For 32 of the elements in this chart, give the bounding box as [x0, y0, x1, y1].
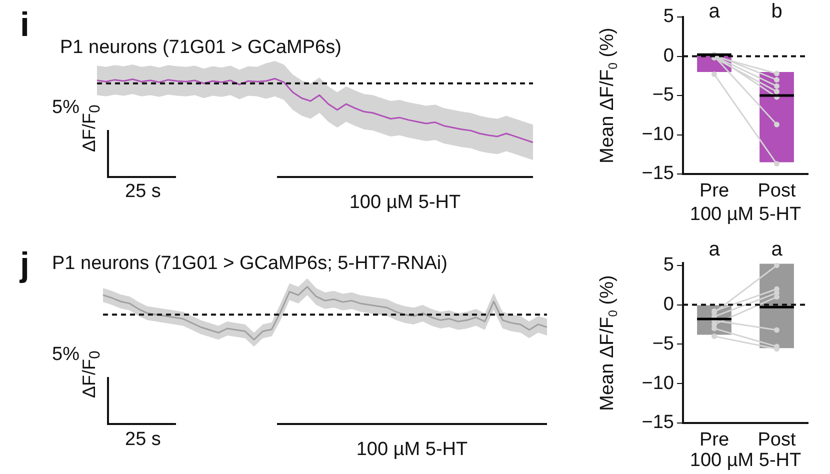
text: 25 s — [125, 429, 161, 450]
x-tick-label: Post — [758, 430, 796, 451]
text: 25 s — [125, 181, 161, 202]
y-axis-title: Mean ΔF/F0 (%) — [597, 28, 620, 164]
y-tick-label: −10 — [642, 372, 674, 394]
y-tick-label: −10 — [642, 124, 674, 145]
chart-title: P1 neurons (71G01 > GCaMP6s) — [60, 37, 342, 58]
y-tick-label: 5 — [663, 254, 674, 276]
y-tick-label: −15 — [642, 412, 674, 434]
x-axis-title: 100 µM 5-HT — [690, 450, 802, 472]
y-tick-label: −5 — [652, 84, 674, 106]
text: 100 µM 5-HT — [349, 192, 461, 213]
text: a — [708, 238, 721, 261]
text: j — [20, 246, 30, 284]
text: a — [771, 238, 784, 261]
text: 100 µM 5-HT — [356, 439, 468, 460]
y-axis-title: Mean ΔF/F0 (%) — [597, 275, 620, 411]
annotation: b — [771, 0, 782, 23]
annotation: a — [708, 0, 721, 23]
x-axis-title: 100 µM 5-HT — [690, 204, 802, 226]
chart-title: P1 neurons (71G01 > GCaMP6s; 5-HT7-RNAi) — [52, 253, 448, 274]
x-tick-label: Pre — [699, 430, 730, 451]
x-tick-label: Pre — [699, 180, 730, 202]
y-tick-label: 5 — [663, 6, 674, 28]
y-tick-label: 0 — [663, 294, 674, 316]
text: 5% — [52, 97, 80, 118]
x-tick-label: Post — [758, 180, 796, 202]
text: 5% — [52, 344, 80, 365]
y-tick-label: 0 — [663, 45, 674, 66]
y-tick-label: −15 — [642, 163, 674, 184]
y-tick-label: −5 — [652, 333, 674, 354]
text: i — [20, 6, 30, 44]
